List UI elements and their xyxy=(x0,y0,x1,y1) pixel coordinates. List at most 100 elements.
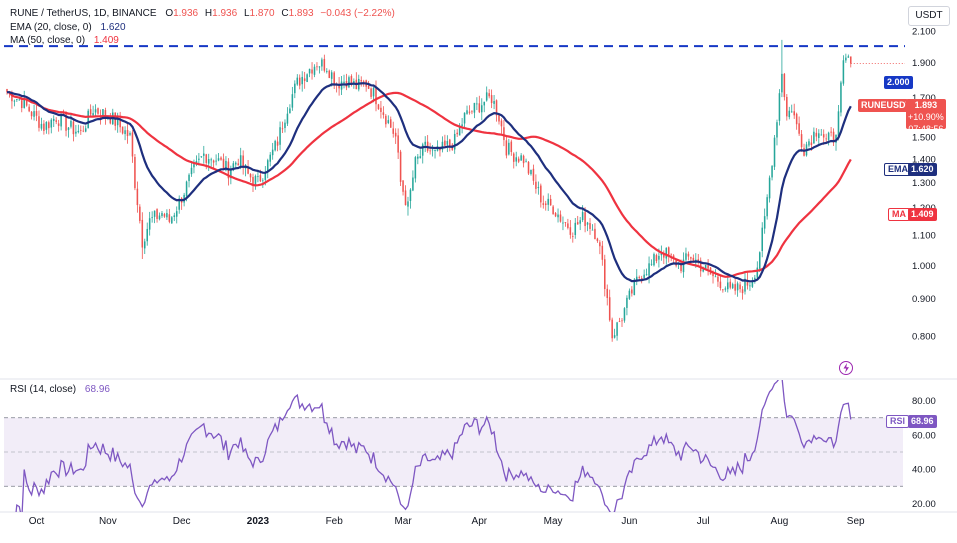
candle-body xyxy=(527,161,530,174)
candle-body xyxy=(717,276,719,282)
candle-body xyxy=(33,111,35,117)
candle-body xyxy=(579,220,581,224)
candle-body xyxy=(672,255,675,258)
candle-body xyxy=(840,82,842,113)
candle-body xyxy=(158,215,161,220)
candle-body xyxy=(493,101,495,104)
ma-value-tag: 1.409 xyxy=(908,208,937,221)
change-value: −0.043 (−2.22%) xyxy=(320,8,395,19)
candle-body xyxy=(665,247,668,259)
candle-body xyxy=(837,111,840,137)
candle-body xyxy=(471,111,473,113)
candle-body xyxy=(554,213,557,217)
time-tick-label: Oct xyxy=(29,516,45,527)
last-price-value: 1.893 xyxy=(914,100,938,110)
candle-body xyxy=(773,137,776,167)
candle-body xyxy=(362,81,365,83)
candle-body xyxy=(102,109,104,118)
candle-body xyxy=(409,189,412,201)
candle-body xyxy=(70,120,72,127)
candle-body xyxy=(375,87,377,105)
price-tick-label: 0.800 xyxy=(912,331,936,342)
ema-legend[interactable]: EMA (20, close, 0) 1.620 xyxy=(10,22,126,33)
candle-body xyxy=(446,141,449,145)
candle-body xyxy=(749,285,751,287)
candle-body xyxy=(52,118,55,121)
price-pane xyxy=(6,39,852,342)
candle-body xyxy=(156,209,158,219)
candle-body xyxy=(321,59,323,67)
rsi-legend-label: RSI (14, close) xyxy=(10,384,77,395)
candle-body xyxy=(658,255,660,260)
candle-body xyxy=(633,279,636,296)
candle-body xyxy=(584,212,586,227)
candle-body xyxy=(16,99,18,101)
candle-body xyxy=(72,121,75,135)
candle-body xyxy=(505,140,508,156)
candle-body xyxy=(544,203,547,206)
candle-body xyxy=(190,167,193,175)
time-tick-label: 2023 xyxy=(247,516,270,527)
candle-body xyxy=(537,187,540,189)
ma-legend[interactable]: MA (50, close, 0) 1.409 xyxy=(10,35,119,46)
rsi-tick-label: 40.00 xyxy=(912,465,936,476)
candle-body xyxy=(195,161,198,163)
candle-body xyxy=(328,70,331,78)
candle-body xyxy=(225,160,227,171)
candle-body xyxy=(370,88,372,97)
candle-body xyxy=(616,322,618,336)
candle-body xyxy=(43,123,45,131)
candle-body xyxy=(562,222,564,224)
candle-body xyxy=(146,228,148,242)
candle-body xyxy=(739,284,741,290)
time-tick-label: Jul xyxy=(697,516,710,527)
candle-body xyxy=(188,174,190,182)
candle-body xyxy=(178,198,180,210)
candle-body xyxy=(476,103,478,105)
candle-body xyxy=(173,215,176,217)
candle-body xyxy=(6,89,8,93)
candle-body xyxy=(552,206,554,215)
candle-body xyxy=(266,160,269,173)
countdown-value: 07:48:56 xyxy=(908,124,944,134)
candle-body xyxy=(338,84,340,89)
candle-body xyxy=(712,272,714,277)
candle-body xyxy=(205,154,208,163)
candle-body xyxy=(618,321,621,323)
candle-body xyxy=(198,158,200,160)
rsi-legend[interactable]: RSI (14, close) 68.96 xyxy=(10,384,110,395)
candle-body xyxy=(850,56,852,64)
candle-body xyxy=(798,123,800,134)
level-price-tag: 2.000 xyxy=(884,76,913,89)
candle-body xyxy=(596,238,599,242)
candle-body xyxy=(419,156,422,159)
ma50-line xyxy=(6,91,852,278)
candle-body xyxy=(734,284,736,291)
rsi-line xyxy=(15,380,852,512)
candle-body xyxy=(572,236,574,237)
candle-body xyxy=(60,113,62,127)
ma-legend-label: MA (50, close, 0) xyxy=(10,35,86,46)
candle-body xyxy=(736,283,739,291)
candle-body xyxy=(495,100,498,116)
candle-body xyxy=(389,119,392,128)
candle-body xyxy=(663,254,665,258)
candle-body xyxy=(751,280,754,287)
candle-body xyxy=(153,210,156,217)
candle-body xyxy=(269,154,271,162)
candle-body xyxy=(746,279,749,286)
candle-body xyxy=(306,74,308,83)
candle-body xyxy=(343,81,345,83)
currency-button[interactable]: USDT xyxy=(908,6,950,26)
candle-body xyxy=(163,214,166,217)
candle-body xyxy=(239,155,242,167)
candle-body xyxy=(421,144,424,156)
candle-body xyxy=(276,141,279,146)
candle-body xyxy=(212,160,215,163)
candle-body xyxy=(515,157,517,162)
candle-body xyxy=(547,198,549,205)
candle-body xyxy=(210,159,212,161)
ema-name-tag: EMA xyxy=(884,163,912,176)
